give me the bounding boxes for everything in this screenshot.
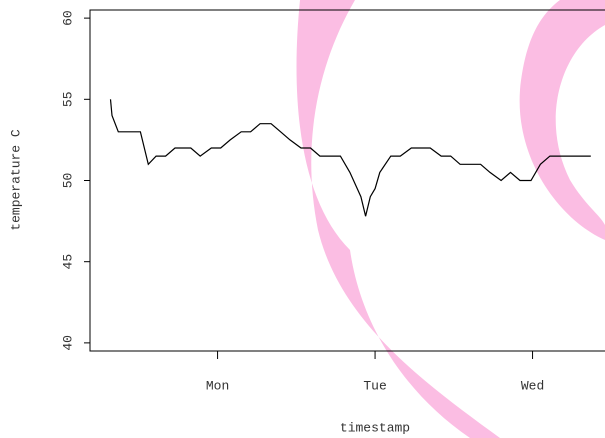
y-tick-label: 55: [60, 92, 75, 108]
x-tick-label: Wed: [521, 378, 544, 393]
y-tick-label: 50: [60, 173, 75, 189]
y-tick-label: 40: [60, 335, 75, 351]
y-tick-label: 45: [60, 254, 75, 270]
y-tick-label: 60: [60, 10, 75, 26]
x-axis-label: timestamp: [340, 420, 410, 435]
x-tick-label: Tue: [363, 378, 386, 393]
temperature-line: [109, 99, 591, 217]
background-swirl: [296, 0, 605, 438]
y-axis-label: temperature C: [8, 129, 23, 231]
x-tick-label: Mon: [206, 378, 229, 393]
